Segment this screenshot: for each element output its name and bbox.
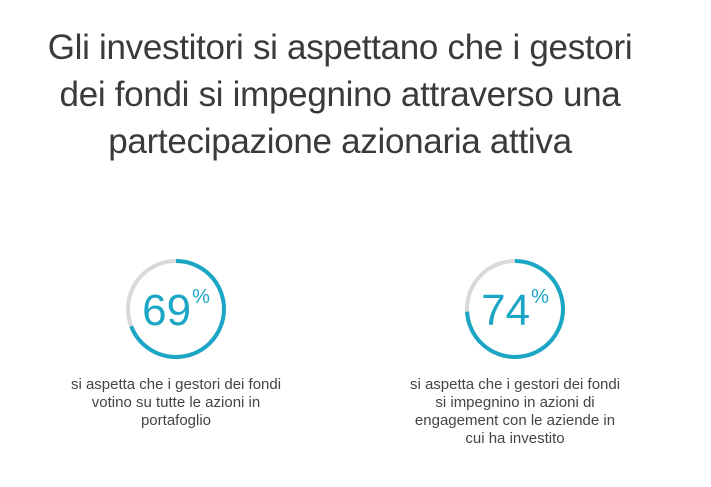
- percent-sign: %: [192, 285, 210, 308]
- stat-description: si aspetta che i gestori dei fondi votin…: [70, 376, 282, 429]
- ring-svg: [126, 259, 226, 359]
- stat-voting: 69% si aspetta che i gestori dei fondi v…: [46, 254, 306, 430]
- progress-ring: 74%: [460, 254, 570, 364]
- stat-value: 74: [481, 286, 531, 335]
- progress-ring: 69%: [121, 254, 231, 364]
- ring-arc: [126, 259, 226, 359]
- stat-description: si aspetta che i gestori dei fondi si im…: [409, 376, 621, 447]
- percent-sign: %: [531, 285, 549, 308]
- ring-value: 69%: [121, 254, 231, 364]
- page-title: Gli investitori si aspettano che i gesto…: [47, 28, 633, 161]
- stat-engagement: 74% si aspetta che i gestori dei fondi s…: [385, 254, 645, 448]
- ring-arc: [465, 259, 565, 359]
- stat-value: 69: [142, 286, 192, 335]
- ring-value: 74%: [460, 254, 570, 364]
- ring-svg: [465, 259, 565, 359]
